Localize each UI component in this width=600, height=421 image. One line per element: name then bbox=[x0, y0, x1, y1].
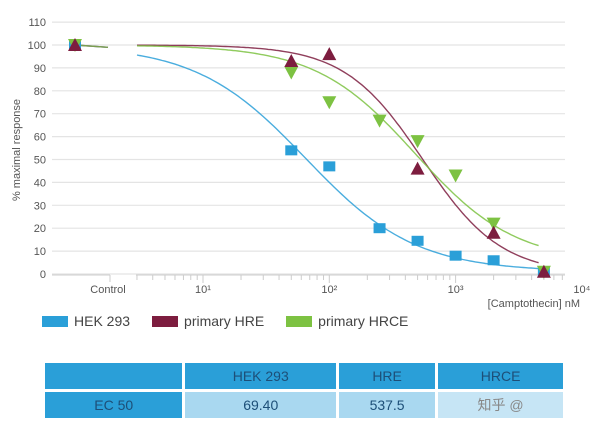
y-tick-label: 30 bbox=[34, 200, 46, 212]
x-tick-label-control: Control bbox=[90, 284, 125, 296]
table-row: EC 50 69.40 537.5 知乎 @ bbox=[45, 392, 563, 418]
y-tick-label: 80 bbox=[34, 86, 46, 98]
data-point-2 bbox=[322, 96, 337, 110]
legend-label: HEK 293 bbox=[74, 313, 131, 329]
data-point-0 bbox=[285, 145, 298, 156]
x-tick-label: 10¹ bbox=[195, 284, 211, 296]
x-tick-label: 10² bbox=[321, 284, 337, 296]
legend-swatch bbox=[42, 315, 68, 327]
legend-item-hek293: HEK 293 bbox=[42, 313, 130, 329]
table-cell: 知乎 @ bbox=[438, 392, 563, 418]
table-header-cell: HRE bbox=[339, 363, 436, 389]
table-header-cell: HRCE bbox=[438, 363, 563, 389]
dose-response-chart: 0 10 20 30 40 50 60 70 80 90 100 110 % maximal respo… bbox=[11, 17, 591, 310]
table-header-row: HEK 293 HRE HRCE bbox=[45, 363, 563, 389]
data-point-1 bbox=[68, 38, 82, 51]
data-point-1 bbox=[410, 161, 425, 175]
data-point-2 bbox=[486, 217, 501, 231]
y-tick-label: 70 bbox=[34, 109, 46, 121]
x-axis-label: [Camptothecin] nM bbox=[488, 298, 580, 310]
y-tick-label: 110 bbox=[28, 17, 46, 29]
y-tick-label: 20 bbox=[34, 223, 46, 235]
data-point-1 bbox=[486, 225, 501, 239]
y-tick-label: 10 bbox=[34, 246, 46, 258]
y-tick-label: 100 bbox=[28, 40, 46, 52]
data-point-2 bbox=[372, 114, 387, 128]
y-tick-label: 90 bbox=[34, 63, 46, 75]
data-point-0 bbox=[373, 223, 386, 234]
legend-label: primary HRE bbox=[184, 313, 265, 329]
data-point-2 bbox=[448, 169, 463, 183]
data-point-1 bbox=[536, 264, 551, 278]
data-point-1 bbox=[322, 47, 337, 61]
ec50-table: HEK 293 HRE HRCE EC 50 69.40 537.5 知乎 @ bbox=[42, 360, 566, 421]
y-tick-label: 40 bbox=[34, 177, 46, 189]
y-tick-label: 50 bbox=[34, 155, 46, 167]
legend-swatch bbox=[286, 315, 313, 327]
data-point-0 bbox=[323, 161, 336, 172]
table-row-label: EC 50 bbox=[45, 392, 183, 418]
y-tick-label: 60 bbox=[34, 132, 46, 144]
table-cell: 537.5 bbox=[339, 392, 436, 418]
data-point-2 bbox=[410, 135, 425, 149]
legend-item-hrce: primary HRCE bbox=[286, 313, 408, 329]
data-point-2 bbox=[284, 66, 299, 80]
legend-swatch bbox=[152, 315, 179, 327]
data-point-0 bbox=[411, 235, 424, 246]
fit-curve-1 bbox=[137, 44, 539, 264]
table-header-cell bbox=[45, 363, 183, 389]
table-header-cell: HEK 293 bbox=[185, 363, 337, 389]
legend-item-hre: primary HRE bbox=[152, 313, 264, 329]
legend: HEK 293 primary HRE primary HRCE bbox=[42, 313, 408, 329]
y-axis-label: % maximal response bbox=[11, 99, 23, 201]
table-cell: 69.40 bbox=[185, 392, 337, 418]
data-point-0 bbox=[487, 255, 500, 266]
data-point-1 bbox=[284, 54, 299, 68]
legend-label: primary HRCE bbox=[318, 313, 409, 329]
fit-curve-2 bbox=[136, 45, 539, 247]
fit-curve-0 bbox=[136, 54, 539, 270]
x-tick-label: 10⁴ bbox=[573, 284, 590, 296]
x-tick-label: 10³ bbox=[448, 284, 464, 296]
y-tick-label: 0 bbox=[40, 269, 46, 281]
data-point-0 bbox=[449, 250, 462, 261]
